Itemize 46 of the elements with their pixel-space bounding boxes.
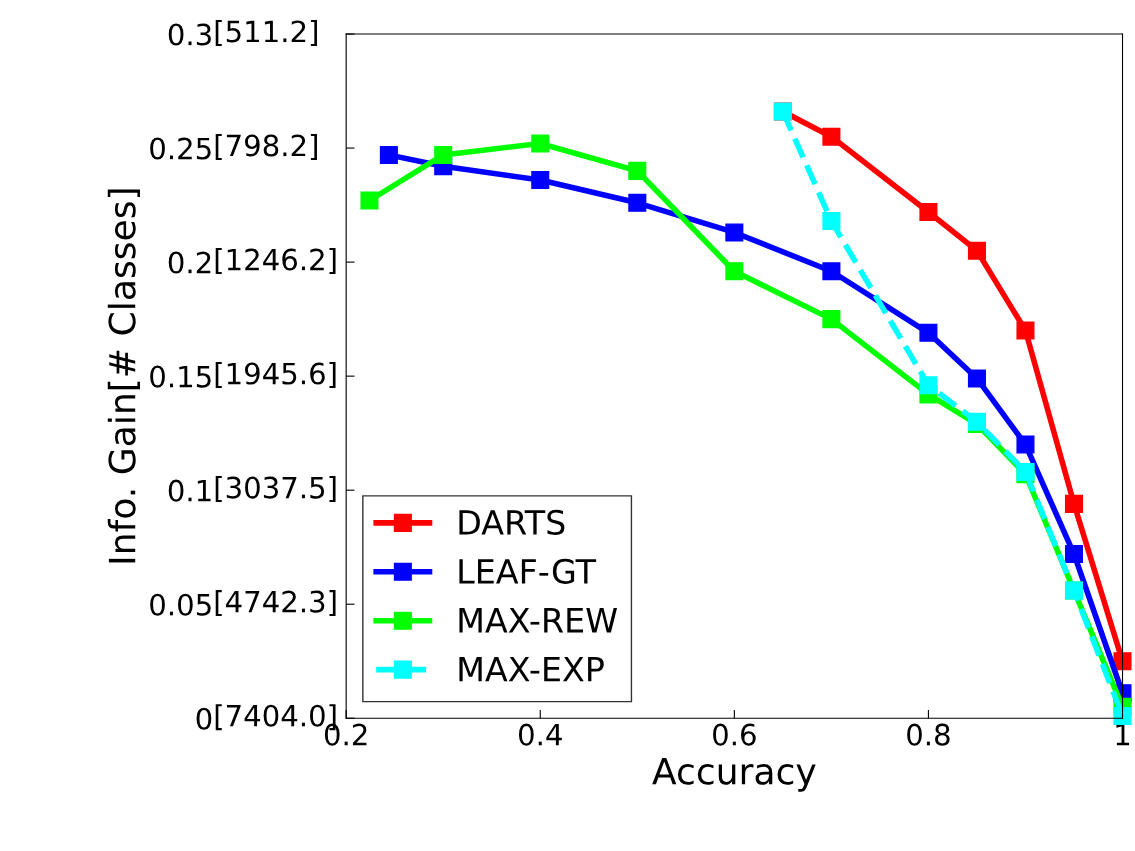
point — [919, 202, 938, 221]
legend-label: DARTS — [459, 509, 565, 535]
point — [1016, 321, 1035, 340]
point — [967, 241, 986, 260]
x-tick-label: 0.8 — [907, 723, 950, 746]
y-tick-label: 0.1 — [168, 479, 211, 502]
text: [511.2] — [215, 19, 317, 46]
point — [822, 262, 841, 281]
point — [1113, 652, 1132, 671]
point — [1016, 435, 1035, 454]
y-axis-title: Info. Gain[# Classes] — [107, 189, 140, 563]
point — [822, 310, 841, 329]
legend-label: MAX-REW — [459, 608, 618, 633]
legend-label: MAX-EXP — [459, 657, 604, 682]
text: [1945.6] — [215, 362, 336, 389]
point — [531, 170, 550, 190]
legend-label: LEAF-GT — [459, 558, 597, 584]
point — [1113, 706, 1132, 725]
point — [725, 223, 744, 242]
x-tick-label: 0.6 — [713, 723, 756, 746]
point — [434, 145, 453, 164]
point — [1064, 494, 1084, 513]
point — [628, 193, 647, 212]
point — [379, 145, 398, 164]
point — [822, 212, 841, 231]
point — [919, 376, 938, 395]
point — [1064, 545, 1084, 564]
y-tick-label: 0.25 — [150, 137, 211, 160]
point — [531, 134, 550, 153]
text: [3037.5] — [215, 476, 336, 503]
point — [360, 191, 379, 210]
y-tick-label: 0.05 — [150, 593, 211, 616]
point — [919, 323, 938, 342]
point — [822, 127, 841, 146]
point — [628, 161, 647, 180]
y-tick-label: 0.15 — [150, 365, 211, 388]
text: [1246.2] — [215, 247, 336, 274]
text: [798.2] — [215, 133, 317, 160]
point — [725, 262, 744, 281]
x-tick-label: 0.4 — [518, 723, 562, 746]
y-tick-label: 0.2 — [168, 251, 211, 274]
text: [4742.3] — [215, 590, 336, 617]
point — [967, 369, 986, 388]
x-axis-title: Accuracy — [652, 758, 816, 792]
y-tick-label: 0 — [196, 707, 212, 730]
y-tick-label: 0.3 — [168, 23, 211, 46]
